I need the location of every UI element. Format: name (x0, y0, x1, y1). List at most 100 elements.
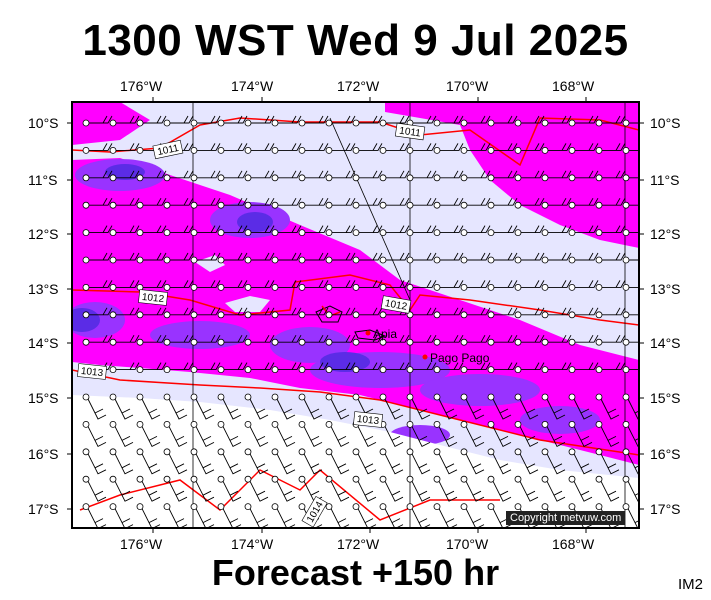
wind-barb-station (82, 338, 90, 346)
wind-barb-station (352, 393, 360, 401)
wind-barb-station (190, 146, 198, 154)
wind-barb-station (379, 201, 387, 209)
wind-barb-station (568, 256, 576, 264)
wind-barb (467, 280, 491, 288)
wind-barb (440, 143, 464, 151)
wind-barb-station (595, 174, 603, 182)
wind-barb-station (433, 229, 441, 237)
wind-barb (197, 143, 221, 151)
rain-gap (225, 296, 270, 312)
wind-barb-station (271, 448, 279, 456)
wind-barb-station (541, 146, 549, 154)
isobar-label: 1011 (156, 143, 180, 158)
wind-barb (386, 280, 410, 288)
wind-barb (519, 453, 539, 475)
wind-barb-station (487, 448, 495, 456)
wind-barb (440, 197, 464, 206)
wind-barb-station (568, 475, 576, 483)
wind-barb (384, 426, 404, 448)
wind-barb-station (352, 256, 360, 264)
wind-barb (575, 252, 599, 261)
wind-barb-station (541, 119, 549, 127)
rain-band-magenta-ne (385, 102, 639, 248)
wind-barb (332, 307, 356, 316)
wind-barb-station (595, 448, 603, 456)
wind-barb (465, 480, 485, 502)
wind-barb (386, 362, 410, 371)
wind-barb (492, 398, 512, 420)
wind-barb-station (460, 256, 468, 264)
rain-gap (195, 255, 225, 272)
wind-barb-station (379, 393, 387, 401)
wind-barb-station (595, 311, 603, 319)
wind-barb-station (622, 420, 630, 428)
wind-barb (602, 170, 626, 179)
wind-barb-station (325, 393, 333, 401)
wind-barb-station (406, 420, 414, 428)
wind-barb (143, 362, 167, 371)
wind-barb-station (568, 503, 576, 511)
wind-barb-station (541, 311, 549, 319)
wind-barb-station (460, 311, 468, 319)
lat-label: 16°S (28, 446, 59, 462)
wind-barb (467, 252, 491, 261)
wind-barb (332, 170, 356, 179)
wind-barb-station (325, 475, 333, 483)
lon-label: 172°W (337, 536, 380, 552)
wind-barb-station (163, 119, 171, 127)
wind-barb-station (325, 146, 333, 154)
wind-barb (573, 480, 593, 502)
lat-label: 17°S (28, 501, 59, 517)
wind-barb-station (379, 338, 387, 346)
wind-barb-station (433, 174, 441, 182)
wind-barb-station (433, 338, 441, 346)
wind-barb-station (109, 475, 117, 483)
wind-barb-station (460, 146, 468, 154)
wind-barb-station (379, 475, 387, 483)
wind-barb (116, 252, 140, 261)
wind-barb (629, 232, 639, 234)
wind-barb-station (352, 338, 360, 346)
wind-barb (467, 307, 491, 316)
wind-barb (492, 426, 512, 448)
wind-barb-station (163, 393, 171, 401)
wind-barb-station (109, 283, 117, 291)
wind-barb-station (190, 283, 198, 291)
wind-barb (629, 369, 639, 371)
wind-barb-station (352, 201, 360, 209)
wind-barb-station (352, 283, 360, 291)
wind-barb (629, 149, 639, 151)
wind-barb (359, 115, 383, 124)
wind-barb (168, 426, 188, 448)
wind-barb (438, 508, 458, 528)
wind-barb (278, 115, 302, 124)
wind-barb-station (514, 283, 522, 291)
wind-barb (305, 280, 329, 288)
wind-barb (197, 362, 221, 371)
wind-barb (278, 143, 302, 151)
wind-barb-station (136, 503, 144, 511)
wind-barb (222, 508, 242, 528)
wind-barb (602, 197, 626, 206)
wind-barb-station (379, 448, 387, 456)
isobar-label: 1011 (399, 126, 422, 140)
wind-barb-station (433, 283, 441, 291)
wind-barb (413, 334, 437, 343)
wind-barb-station (541, 420, 549, 428)
wind-barb-station (595, 283, 603, 291)
wind-barb (465, 426, 485, 448)
wind-barb-station (271, 420, 279, 428)
wind-barb (251, 170, 275, 179)
wind-barb-station (163, 338, 171, 346)
wind-barb (222, 480, 242, 502)
wind-barb (332, 252, 356, 261)
wind-barb (114, 398, 134, 420)
wind-barb (384, 453, 404, 475)
wind-barb (249, 508, 269, 528)
wind-barb (143, 280, 167, 288)
wind-barb-station (109, 229, 117, 237)
wind-barb (222, 426, 242, 448)
wind-barb-station (163, 229, 171, 237)
lon-label: 176°W (120, 536, 163, 552)
wind-barb (413, 307, 437, 316)
